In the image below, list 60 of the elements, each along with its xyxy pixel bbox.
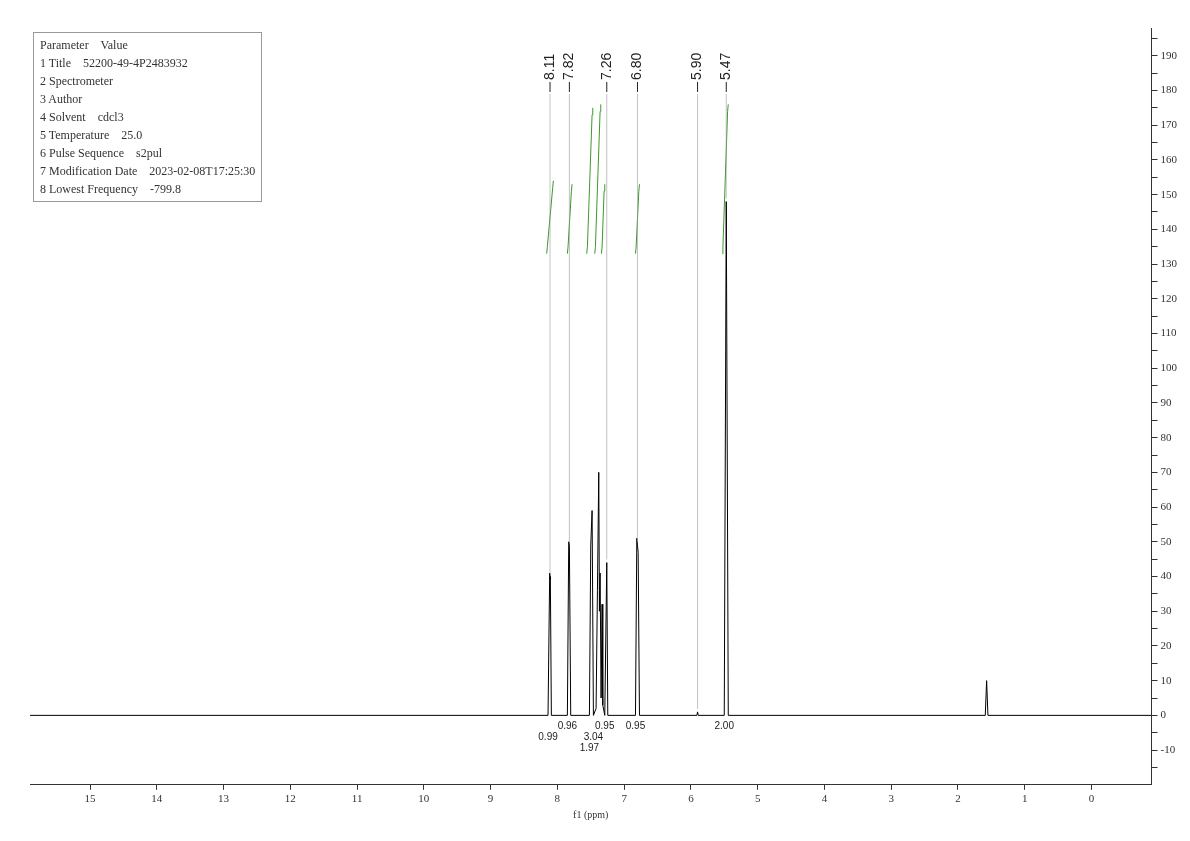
- annotation: 6 Pulse Sequence s2pul: [40, 145, 163, 162]
- annotation: 0.96: [557, 720, 578, 732]
- y-tick-label: 50: [1160, 534, 1172, 547]
- annotation: 2 Spectrometer: [40, 73, 114, 90]
- x-axis-title: f1 (ppm): [573, 808, 609, 821]
- x-tick-label: 14: [151, 792, 163, 805]
- y-tick-label: 160: [1160, 152, 1178, 165]
- x-tick-label: 8: [554, 792, 561, 805]
- x-tick-label: 4: [821, 792, 828, 805]
- x-tick-label: 13: [218, 792, 230, 805]
- annotation: 5 Temperature 25.0: [40, 127, 144, 144]
- x-tick-label: 3: [888, 792, 895, 805]
- annotation: 7.82: [560, 52, 577, 80]
- x-tick-label: 2: [955, 792, 961, 805]
- y-tick-label: -10: [1160, 742, 1176, 755]
- x-tick-label: 5: [754, 792, 761, 805]
- y-tick-label: 30: [1160, 604, 1172, 617]
- y-tick-label: 180: [1160, 83, 1178, 96]
- y-tick-label: 170: [1160, 118, 1178, 131]
- y-tick-label: 70: [1160, 465, 1172, 478]
- annotation: 6.80: [628, 52, 645, 80]
- annotation: 5.47: [717, 52, 734, 80]
- annotation: 1.97: [579, 742, 600, 754]
- y-tick-label: 150: [1160, 187, 1178, 200]
- x-tick-label: 7: [621, 792, 628, 805]
- annotation: 7 Modification Date 2023-02-08T17:25:30: [40, 163, 256, 180]
- y-tick-label: 20: [1160, 638, 1172, 651]
- annotation: 8.11: [540, 53, 557, 80]
- y-tick-label: 130: [1160, 256, 1178, 269]
- y-tick-label: 140: [1160, 222, 1178, 235]
- annotation: 0.95: [595, 720, 615, 732]
- y-tick-label: 120: [1160, 291, 1178, 304]
- x-tick-label: 11: [351, 792, 363, 805]
- annotation: 5.90: [688, 52, 705, 80]
- annotation: 0.95: [625, 720, 646, 732]
- x-tick-label: 0: [1088, 792, 1095, 805]
- annotation: Parameter Value: [40, 37, 129, 54]
- annotation: 1 Title 52200-49-4P2483932: [40, 55, 189, 72]
- y-tick-label: 0: [1160, 708, 1167, 721]
- y-tick-label: 110: [1160, 326, 1178, 339]
- y-tick-label: 100: [1160, 361, 1178, 374]
- y-tick-label: 80: [1160, 430, 1172, 443]
- x-tick-label: 9: [487, 792, 494, 805]
- y-tick-label: 190: [1160, 48, 1178, 61]
- annotation: 0.99: [538, 731, 559, 743]
- x-tick-label: 1: [1021, 792, 1028, 805]
- x-tick-label: 6: [688, 792, 695, 805]
- x-tick-label: 10: [418, 792, 430, 805]
- y-tick-label: 10: [1160, 673, 1172, 686]
- annotation: 3 Author: [40, 91, 84, 108]
- annotation: 8 Lowest Frequency -799.8: [40, 181, 182, 198]
- x-tick-label: 12: [284, 792, 296, 805]
- y-tick-label: 40: [1160, 569, 1172, 582]
- y-tick-label: 90: [1160, 395, 1172, 408]
- y-tick-label: 60: [1160, 499, 1172, 512]
- annotation: 2.00: [714, 720, 735, 732]
- x-tick-label: 15: [84, 792, 97, 805]
- annotation: 3.04: [583, 731, 604, 743]
- annotation: 4 Solvent cdcl3: [40, 109, 125, 126]
- annotation: 7.26: [597, 52, 614, 80]
